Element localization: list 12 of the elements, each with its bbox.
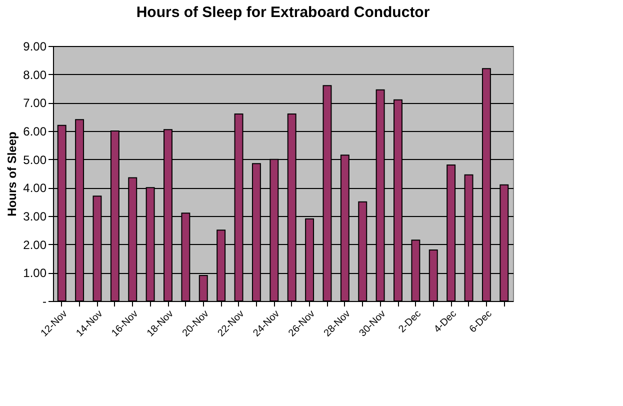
- y-axis-title: Hours of Sleep: [5, 132, 20, 216]
- y-tick-label: 7.00: [23, 96, 47, 110]
- y-tick-label: 9.00: [23, 40, 47, 54]
- y-tick-label: 2.00: [23, 238, 47, 252]
- y-tick-label: 6.00: [23, 124, 47, 138]
- y-tick-label: 4.00: [23, 181, 47, 196]
- y-tick-label: 8.00: [23, 68, 47, 82]
- y-tick-label: 3.00: [23, 210, 47, 224]
- y-tick-label: 5.00: [23, 152, 47, 167]
- y-tick-label: -: [42, 294, 46, 308]
- y-tick-label: 1.00: [23, 266, 47, 280]
- chart-title: Hours of Sleep for Extraboard Conductor: [136, 4, 430, 21]
